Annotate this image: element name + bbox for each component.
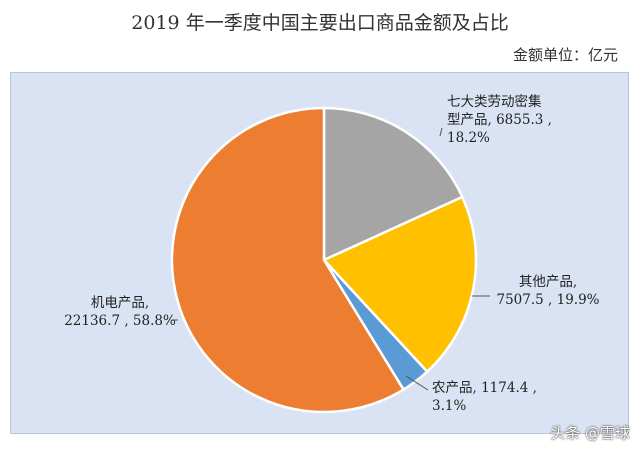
data-label-agricultural: 农产品, 1174.4 , 3.1%: [432, 380, 537, 414]
pie-slice-electromechanical: [170, 106, 406, 414]
pie-slices: [170, 106, 478, 414]
pie-labels: 七大类劳动密集型产品, 6855.3 , 18.2% 其他产品, 7507.5 , 1…: [64, 93, 599, 414]
leader-line-agricultural: [405, 375, 429, 391]
watermark: 头条 @雪球: [550, 424, 630, 442]
data-label-labor-intensive: 七大类劳动密集型产品, 6855.3 , 18.2%: [447, 93, 552, 146]
chart-title: 2019 年一季度中国主要出口商品金额及占比: [131, 12, 509, 34]
unit-label: 金额单位：亿元: [512, 46, 618, 64]
pie-slice-labor-intensive: [322, 106, 464, 262]
pie-slice-other-products: [321, 195, 478, 374]
data-label-electromechanical: 机电产品, 22136.7 , 58.8%: [64, 295, 176, 329]
data-label-other-products: 其他产品, 7507.5 , 19.9%: [497, 274, 600, 308]
leader-line-labor-intensive: [439, 127, 443, 137]
